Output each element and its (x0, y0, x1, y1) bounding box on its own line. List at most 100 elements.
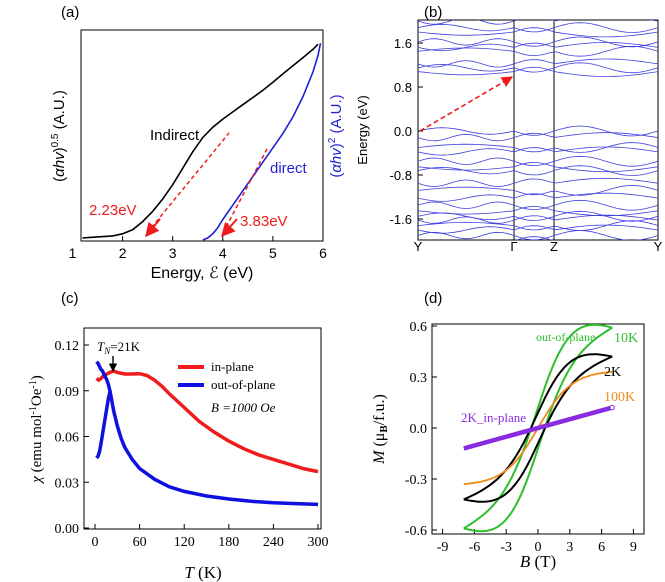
kpoint-y-left: Y (414, 239, 423, 254)
panel-b: (b) -1.6 -0.8 0.0 0.8 1.6 Y Γ Z Y Energy (eV… (355, 4, 663, 254)
valence-band (418, 165, 658, 176)
in-plane-curve (95, 369, 319, 474)
panel-a: (a) 1 2 3 4 5 6 Indirect direct 2.23eV 3.83eV… (50, 4, 345, 282)
field-label: B =1000 Oe (211, 400, 276, 415)
valence-band (418, 146, 658, 156)
out-of-plane-low-branch (95, 390, 113, 460)
band-structure (418, 20, 658, 240)
panel-c-xtick-label: 120 (174, 535, 195, 550)
panel-d-xtick-label: -9 (437, 540, 449, 555)
panel-d-ytick-label: 0.3 (410, 371, 428, 386)
direct-gap-label: 3.83eV (240, 213, 288, 230)
kpoint-gamma: Γ (510, 239, 517, 254)
valence-band (418, 185, 658, 196)
conduction-band (418, 36, 658, 48)
line-2k-in-plane-endpoint (609, 404, 615, 411)
panel-a-label: (a) (61, 4, 79, 21)
loop-2k-upper (463, 353, 613, 501)
panel-d-ytick-label: -0.6 (405, 524, 427, 539)
panel-c-ytick-label: 0.03 (55, 476, 80, 491)
panel-b-ytick-label: 0.8 (394, 80, 412, 95)
panel-a-xtick-label: 4 (219, 245, 227, 261)
tn-label: TN=21K (97, 339, 141, 356)
panel-b-y-ticks: -1.6 -0.8 0.0 0.8 1.6 (390, 36, 423, 227)
panel-d-ytick-label: -0.3 (405, 473, 427, 488)
panel-d-xlabel: B (T) (520, 552, 556, 571)
valence-band (418, 125, 658, 137)
conduction-band (418, 22, 658, 33)
panel-b-ytick-label: 1.6 (394, 36, 412, 51)
panel-d-xtick-label: 6 (598, 540, 605, 555)
panel-d-ylabel: M (μB/f.u.) (371, 394, 390, 465)
panel-a-xlabel: Energy, ℰ (eV) (151, 265, 254, 282)
valence-band (418, 210, 658, 222)
label-100k: 100K (604, 390, 635, 405)
panel-c-ytick-label: 0.09 (55, 385, 80, 400)
panel-c-ytick-label: 0.12 (55, 339, 80, 354)
panel-c-ylabel: χ (emu mol-1Oe-1) (28, 375, 45, 484)
panel-a-frame (80, 29, 324, 242)
panel-c-xtick-label: 60 (133, 535, 147, 550)
valence-band (515, 236, 553, 240)
direct-fit-line (222, 148, 268, 234)
conduction-band (418, 58, 658, 68)
panel-c-label: (c) (61, 290, 79, 307)
panel-d-xtick-label: -3 (500, 540, 512, 555)
loop-2k-lower (463, 355, 613, 503)
panel-c-xtick-label: 300 (308, 535, 329, 550)
panel-c-ytick-label: 0.00 (55, 522, 80, 537)
legend-out-of-plane: out-of-plane (211, 377, 275, 392)
label-10k: 10K (614, 331, 638, 346)
label-2k-in-plane: 2K_in-plane (461, 410, 526, 425)
direct-gap-arrow (221, 218, 238, 238)
panel-d-ytick-label: 0.0 (410, 422, 428, 437)
panel-d-ticks: -9 -6 -3 0 3 6 9 -0.6 -0.3 0.0 0.3 0.6 (405, 320, 637, 555)
indirect-curve (82, 43, 319, 239)
indirect-label: Indirect (150, 127, 200, 144)
panel-d-label: (d) (424, 290, 442, 307)
panel-b-ytick-label: -1.6 (390, 212, 412, 227)
valence-band (418, 224, 658, 234)
kpoint-y-right: Y (654, 239, 663, 254)
panel-a-x-ticks: 1 2 3 4 5 6 (69, 236, 327, 261)
panel-d-curves (463, 324, 615, 533)
panel-a-xtick-label: 5 (269, 245, 277, 261)
label-2k: 2K (604, 365, 621, 380)
direct-label: direct (270, 160, 308, 177)
panel-a-xtick-label: 3 (169, 245, 177, 261)
valence-band (418, 142, 658, 153)
indirect-fit-line (146, 132, 230, 234)
panel-c-xtick-label: 180 (218, 535, 239, 550)
valence-band (418, 177, 658, 187)
valence-band (418, 155, 658, 167)
valence-band (418, 161, 658, 173)
panel-b-ytick-label: -0.8 (390, 168, 412, 183)
panel-a-ylabel-right: (αhv)2 (A.U.) (327, 94, 345, 177)
conduction-band (418, 27, 658, 38)
valence-band (418, 132, 658, 142)
panel-a-ylabel-left: (αhv)0.5 (A.U.) (50, 90, 68, 182)
valence-band (418, 220, 658, 232)
panel-a-xtick-label: 1 (69, 245, 77, 261)
panel-d: (d) -9 -6 -3 0 3 6 9 -0.6 -0.3 0.0 0.3 0.6 out-of-p… (371, 290, 645, 571)
legend-in-plane: in-plane (211, 359, 254, 374)
panel-d-xtick-label: 0 (535, 540, 542, 555)
indirect-gap-arrow (145, 218, 161, 238)
valence-band (418, 214, 658, 224)
valence-band (418, 192, 658, 202)
gap-arrow (419, 76, 513, 132)
kpoint-z: Z (550, 239, 558, 254)
conduction-band (418, 42, 658, 52)
panel-a-xtick-label: 2 (119, 245, 127, 261)
conduction-band (418, 66, 658, 77)
panel-c-ticks: 0 60 120 180 240 300 0.00 0.03 0.06 0.09 0.12 (55, 339, 329, 550)
panel-b-label: (b) (424, 4, 442, 21)
direct-curve (202, 43, 322, 241)
valence-band (418, 230, 658, 240)
panel-d-ytick-label: 0.6 (410, 320, 428, 335)
panel-b-ytick-label: 0.0 (394, 124, 412, 139)
out-of-plane-curve (95, 360, 319, 507)
loop-10k-out-of-plane-upper (463, 324, 613, 530)
panel-c-frame (83, 327, 322, 530)
